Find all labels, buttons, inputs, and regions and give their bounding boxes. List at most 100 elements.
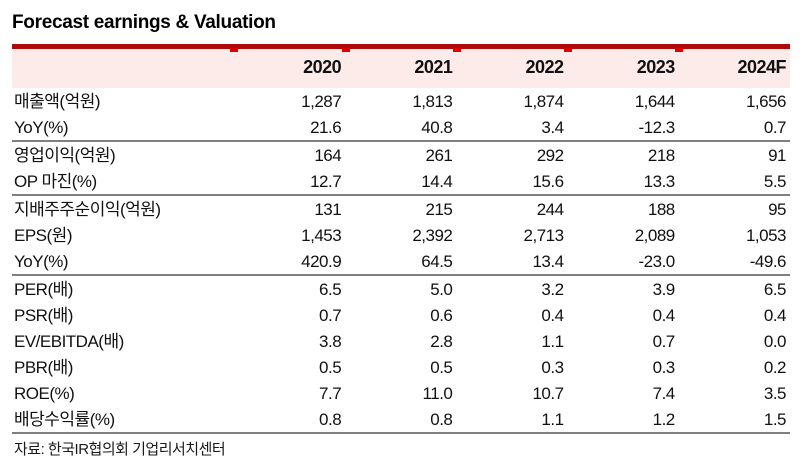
cell-value: 2,392 <box>412 225 453 245</box>
row-label: YoY(%) <box>12 114 234 142</box>
cell-value: 6.5 <box>319 279 342 299</box>
table-row: OP 마진(%) 12.7 14.4 15.6 13.3 5.5 <box>12 168 790 196</box>
cell-value: 1.1 <box>541 409 564 429</box>
cell-value: 1,874 <box>523 91 565 111</box>
header-cell-year: 2023 <box>567 46 679 88</box>
cell-value: 7.7 <box>319 383 342 403</box>
row-label: PER(배) <box>14 279 73 299</box>
cell-value: 0.3 <box>541 357 564 377</box>
cell-value: 164 <box>314 145 342 165</box>
cell-value: 3.2 <box>541 279 564 299</box>
cell-value: 1.2 <box>652 409 676 429</box>
cell-value: 1.1 <box>541 331 564 351</box>
row-label: ROE(%) <box>14 383 75 403</box>
cell-value: 10.7 <box>532 383 564 403</box>
cell-value: 1,644 <box>634 91 676 111</box>
row-label: 영업이익(억원) <box>14 145 116 165</box>
table-row: YoY(%) 420.9 64.5 13.4 -23.0 -49.6 <box>12 248 790 276</box>
table-row: EV/EBITDA(배) 3.8 2.8 1.1 0.7 0.0 <box>12 328 790 354</box>
cell-value: 40.8 <box>345 114 457 142</box>
cell-value: 2,713 <box>523 225 565 245</box>
cell-value: 3.8 <box>319 331 342 351</box>
cell-value: 5.5 <box>678 168 790 196</box>
cell-value: 188 <box>647 199 675 219</box>
cell-value: 0.3 <box>652 357 676 377</box>
cell-value: 5.0 <box>430 279 453 299</box>
column-tick-mark <box>230 48 238 52</box>
cell-value: 0.4 <box>763 305 787 325</box>
cell-value: 7.4 <box>652 383 676 403</box>
cell-value: 0.6 <box>430 305 453 325</box>
cell-value: 0.7 <box>652 331 676 351</box>
header-cell-year: 2024F <box>678 46 790 88</box>
cell-value: 0.0 <box>763 331 787 351</box>
column-tick-mark <box>453 48 461 52</box>
cell-value: 14.4 <box>345 168 457 196</box>
cell-value: 1.5 <box>763 409 787 429</box>
table-row: 매출액(억원) 1,287 1,813 1,874 1,644 1,656 <box>12 88 790 114</box>
cell-value: 1,287 <box>301 91 342 111</box>
cell-value: 261 <box>425 145 453 165</box>
cell-value: -23.0 <box>567 248 679 276</box>
cell-value: -12.3 <box>567 114 679 142</box>
table-row: PSR(배) 0.7 0.6 0.4 0.4 0.4 <box>12 302 790 328</box>
table-row: ROE(%) 7.7 11.0 10.7 7.4 3.5 <box>12 380 790 406</box>
cell-value: 3.9 <box>652 279 676 299</box>
cell-value: 0.4 <box>652 305 676 325</box>
cell-value: 1,656 <box>745 91 787 111</box>
row-label: OP 마진(%) <box>12 168 234 196</box>
table-body: 매출액(억원) 1,287 1,813 1,874 1,644 1,656 YoY(%) 21… <box>12 88 790 433</box>
header-cell-year: 2022 <box>456 46 568 88</box>
column-tick-mark <box>675 48 683 52</box>
table-row: PER(배) 6.5 5.0 3.2 3.9 6.5 <box>12 275 790 302</box>
table-row: 배당수익률(%) 0.8 0.8 1.1 1.2 1.5 <box>12 406 790 433</box>
cell-value: 1,813 <box>412 91 453 111</box>
cell-value: 2.8 <box>430 331 453 351</box>
cell-value: 0.4 <box>541 305 564 325</box>
cell-value: 0.5 <box>430 357 453 377</box>
cell-value: 131 <box>314 199 342 219</box>
row-label: EV/EBITDA(배) <box>14 331 124 351</box>
cell-value: 21.6 <box>234 114 346 142</box>
cell-value: 244 <box>536 199 564 219</box>
table-row: 지배주주순이익(억원) 131 215 244 188 95 <box>12 195 790 222</box>
table-row: YoY(%) 21.6 40.8 3.4 -12.3 0.7 <box>12 114 790 142</box>
cell-value: 420.9 <box>234 248 346 276</box>
page-title: Forecast earnings & Valuation <box>12 12 276 33</box>
cell-value: 11.0 <box>422 383 453 403</box>
cell-value: 0.7 <box>319 305 342 325</box>
cell-value: 6.5 <box>763 279 787 299</box>
cell-value: 13.4 <box>456 248 568 276</box>
cell-value: 292 <box>536 145 564 165</box>
column-tick-mark <box>342 48 350 52</box>
table-row: 영업이익(억원) 164 261 292 218 91 <box>12 141 790 168</box>
table-row: EPS(원) 1,453 2,392 2,713 2,089 1,053 <box>12 222 790 248</box>
column-tick-mark <box>564 48 572 52</box>
header-cell-year: 2020 <box>234 46 346 88</box>
cell-value: 0.7 <box>678 114 790 142</box>
header-row: 2020 2021 2022 2023 2024F <box>12 46 790 88</box>
header-cell-year: 2021 <box>345 46 457 88</box>
cell-value: 215 <box>425 199 453 219</box>
row-label: EPS(원) <box>14 225 72 245</box>
cell-value: 64.5 <box>345 248 457 276</box>
row-label: YoY(%) <box>12 248 234 276</box>
row-label: 배당수익률(%) <box>14 409 115 429</box>
cell-value: 3.5 <box>763 383 787 403</box>
cell-value: 12.7 <box>234 168 346 196</box>
cell-value: 15.6 <box>456 168 568 196</box>
row-label: PBR(배) <box>14 357 73 377</box>
data-table: 2020 2021 2022 2023 2024F 매출액(억원) 1,287 1,… <box>12 44 790 434</box>
cell-value: 95 <box>768 199 786 219</box>
cell-value: 3.4 <box>456 114 568 142</box>
cell-value: 2,089 <box>634 225 676 245</box>
cell-value: 13.3 <box>567 168 679 196</box>
table-row: PBR(배) 0.5 0.5 0.3 0.3 0.2 <box>12 354 790 380</box>
cell-value: 0.5 <box>319 357 342 377</box>
header-cell-label <box>12 46 234 88</box>
source-note: 자료: 한국IR협의회 기업리서치센터 <box>14 441 226 456</box>
cell-value: 1,053 <box>745 225 787 245</box>
cell-value: 0.8 <box>430 409 453 429</box>
cell-value: -49.6 <box>678 248 790 276</box>
